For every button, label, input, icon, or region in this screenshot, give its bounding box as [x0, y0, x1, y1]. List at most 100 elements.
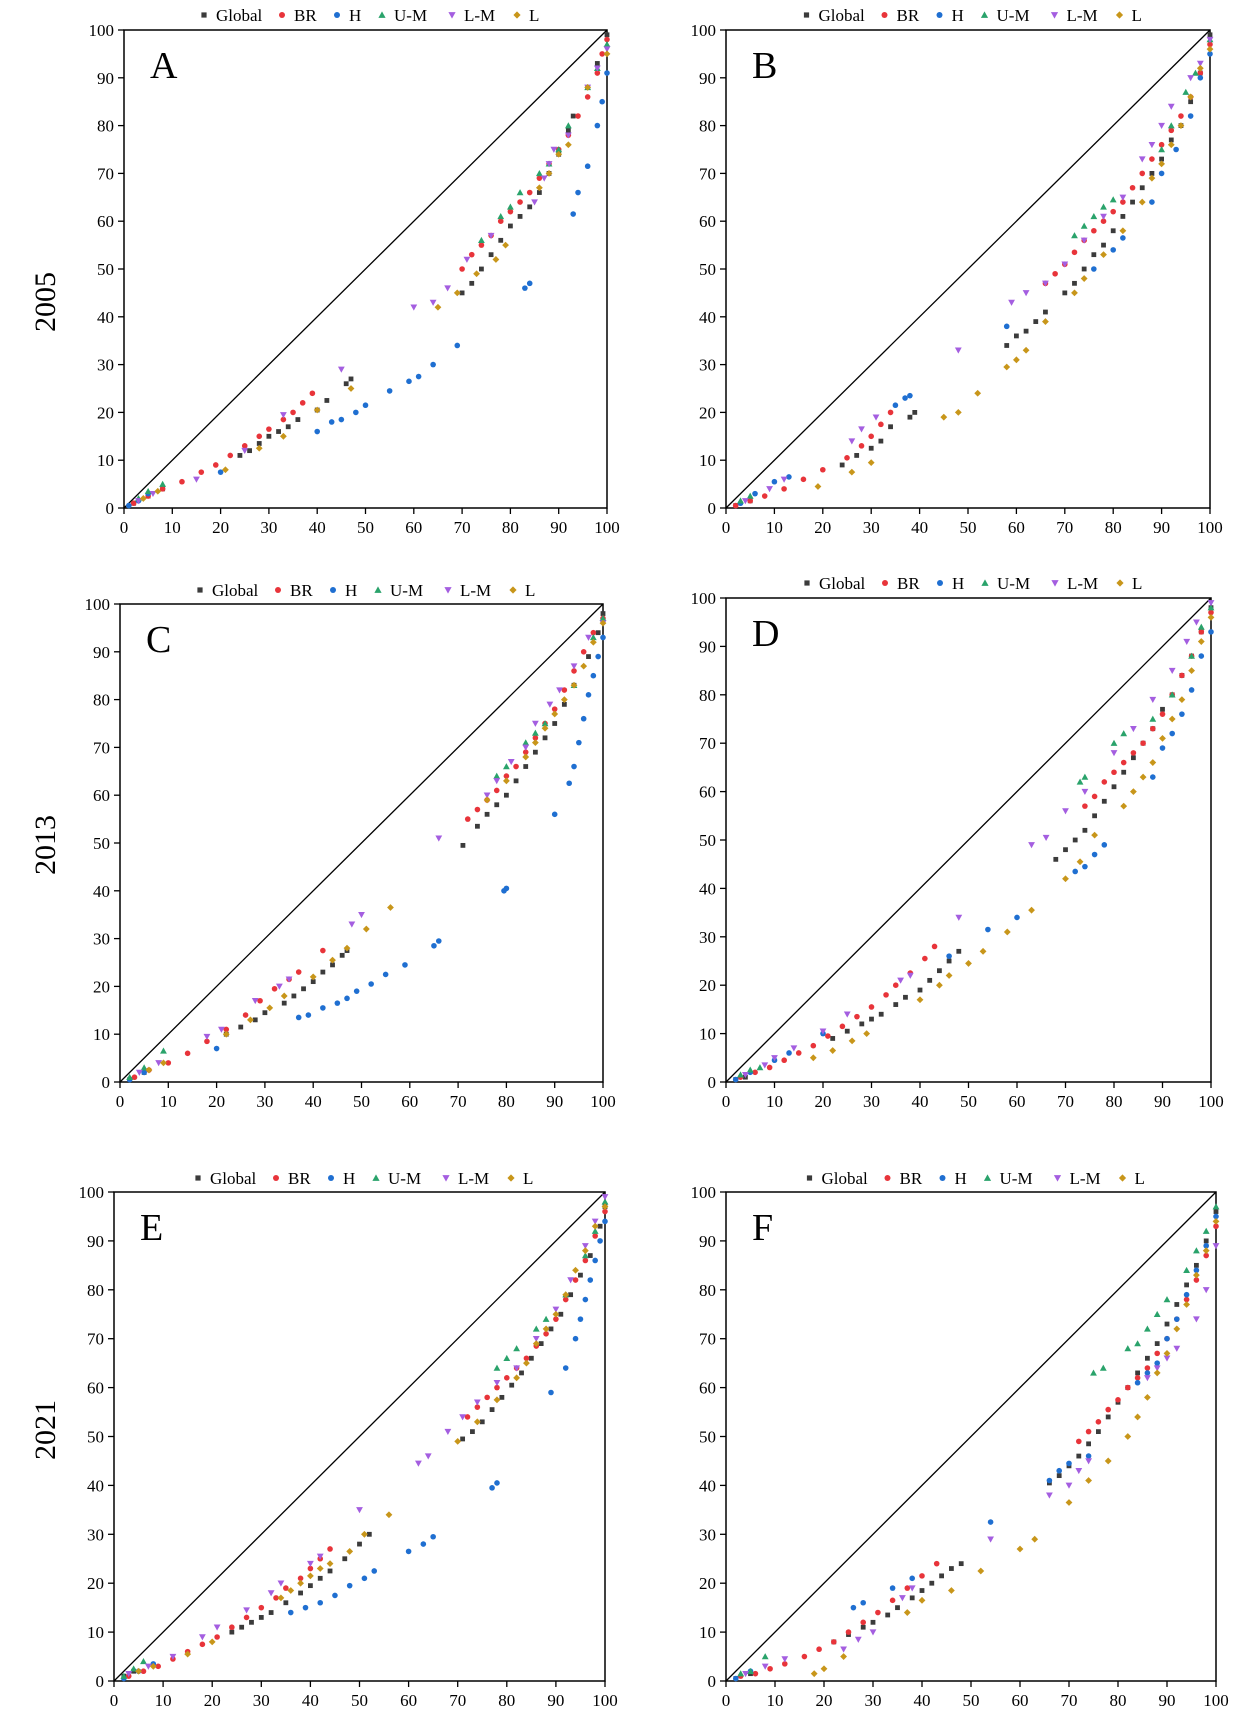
data-point — [868, 445, 874, 451]
y-tick-label: 0 — [708, 499, 717, 518]
data-point — [507, 208, 514, 215]
data-point — [493, 772, 501, 779]
data-point — [213, 1624, 221, 1631]
data-point — [463, 256, 471, 263]
y-tick-label: 80 — [699, 686, 716, 705]
legend-marker-l — [509, 586, 517, 594]
data-point — [542, 735, 548, 741]
data-point — [435, 835, 443, 842]
data-point — [493, 787, 500, 794]
data-point — [1028, 842, 1035, 849]
data-point — [1110, 739, 1118, 746]
legend-item-h: H — [939, 1169, 967, 1188]
data-point — [1100, 213, 1107, 220]
data-point — [761, 493, 768, 499]
data-point — [204, 1038, 210, 1045]
data-point — [317, 1599, 324, 1606]
data-point — [1138, 198, 1146, 206]
data-point — [502, 241, 509, 249]
x-tick-label: 40 — [305, 1092, 322, 1111]
data-point — [602, 1218, 608, 1225]
data-point — [1197, 75, 1204, 81]
data-point — [1207, 51, 1213, 57]
data-point — [599, 619, 607, 627]
data-point — [243, 1614, 250, 1621]
x-axis: 0 10 20 30 40 50 60 70 80 90 100 — [120, 508, 620, 537]
data-point — [552, 1306, 560, 1313]
y-tick-label: 50 — [699, 260, 716, 279]
data-point — [543, 1331, 549, 1337]
legend-label: H — [349, 6, 361, 25]
data-point — [1198, 629, 1205, 635]
data-point — [1154, 1350, 1160, 1357]
legend-label: U-M — [388, 1169, 421, 1188]
data-point — [742, 1670, 749, 1678]
data-point — [584, 94, 591, 100]
data-point — [144, 1663, 152, 1670]
data-point — [499, 1394, 505, 1400]
data-point — [1159, 711, 1166, 717]
data-point — [1139, 170, 1146, 177]
data-point — [1124, 1433, 1132, 1440]
data-point — [213, 1045, 220, 1052]
data-point — [599, 98, 605, 105]
x-tick-label: 100 — [592, 1691, 618, 1710]
data-point — [1167, 141, 1175, 149]
data-point — [604, 36, 610, 43]
series-h — [126, 634, 606, 1083]
data-point — [1207, 41, 1213, 48]
x-axis: 0 10 20 30 40 50 60 70 80 90 100 — [722, 508, 1223, 537]
data-point — [542, 1325, 550, 1333]
data-point — [531, 729, 539, 736]
data-point — [1076, 1453, 1082, 1459]
data-point — [595, 630, 601, 636]
legend-marker-u-m — [980, 11, 989, 18]
legend-item-global: Global — [806, 1169, 868, 1188]
y-tick-label: 60 — [699, 783, 716, 802]
legend-item-l: L — [507, 1169, 533, 1188]
data-point — [550, 146, 558, 153]
data-point — [565, 127, 571, 133]
data-point — [795, 1050, 802, 1056]
data-point — [489, 1407, 495, 1413]
data-point — [287, 1609, 294, 1616]
data-point — [179, 478, 185, 485]
series-u-m — [120, 1198, 609, 1679]
legend-item-l-m: L-M — [444, 581, 491, 600]
data-point — [310, 979, 316, 985]
data-point — [313, 406, 321, 414]
x-tick-label: 30 — [863, 1092, 880, 1111]
data-point — [548, 1326, 554, 1332]
data-point — [295, 969, 302, 975]
data-point — [589, 634, 597, 641]
data-point — [746, 1066, 754, 1073]
data-point — [531, 199, 538, 206]
data-point — [1208, 609, 1214, 616]
panel-letter: A — [150, 45, 178, 87]
data-point — [526, 280, 533, 287]
data-point — [564, 141, 572, 149]
data-point — [309, 390, 316, 397]
data-point — [1188, 667, 1195, 674]
data-point — [903, 1609, 911, 1616]
data-point — [553, 1316, 559, 1322]
data-point — [1129, 184, 1136, 191]
data-point — [126, 1073, 134, 1080]
data-point — [869, 1629, 877, 1636]
data-point — [887, 409, 894, 416]
data-point — [1212, 1243, 1220, 1250]
y-tick-label: 10 — [97, 451, 114, 470]
data-point — [1160, 706, 1165, 712]
data-point — [223, 1026, 230, 1033]
data-point — [317, 1575, 323, 1581]
y-tick-label: 100 — [79, 1183, 105, 1202]
data-point — [256, 433, 263, 440]
data-point — [470, 1429, 475, 1435]
data-point — [1169, 730, 1175, 737]
data-point — [840, 1646, 847, 1653]
data-point — [1016, 1545, 1024, 1553]
data-point — [217, 469, 224, 475]
data-point — [346, 1548, 354, 1555]
data-point — [1085, 1458, 1092, 1465]
y-tick-label: 60 — [93, 786, 110, 805]
